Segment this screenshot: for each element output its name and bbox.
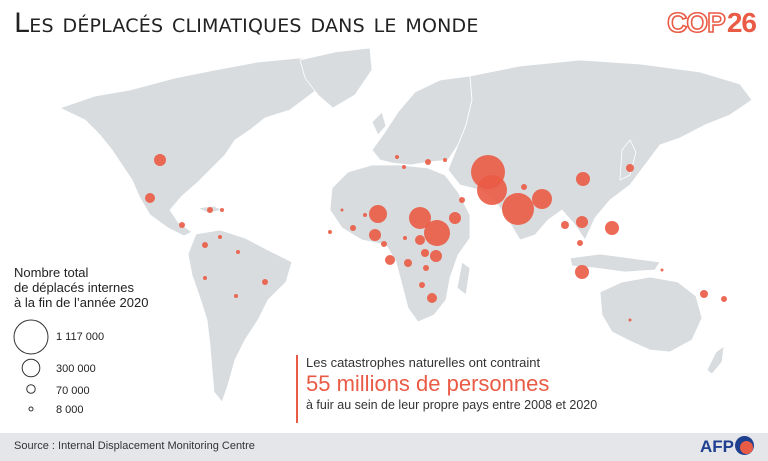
australia	[599, 276, 703, 353]
displacement-bubble	[145, 193, 155, 203]
legend-circle	[13, 319, 49, 355]
displacement-bubble	[576, 216, 588, 228]
north-america	[58, 57, 331, 237]
displacement-bubble	[576, 172, 590, 186]
displacement-bubble	[404, 259, 412, 267]
displacement-bubble	[721, 296, 727, 302]
japan	[619, 139, 637, 181]
displacement-bubble	[424, 220, 450, 246]
legend-title-line: Nombre total	[14, 265, 89, 280]
displacement-bubble	[340, 208, 344, 212]
legend-circles	[13, 319, 49, 412]
displacement-bubble	[626, 164, 634, 172]
afp-text: AFP	[700, 437, 734, 456]
world-map	[13, 47, 753, 412]
madagascar	[456, 261, 471, 296]
afp-dot-icon	[735, 436, 754, 455]
displacement-bubble	[328, 230, 332, 234]
new-zealand	[706, 345, 725, 375]
displacement-bubble	[443, 158, 447, 162]
displacement-bubble	[477, 175, 507, 205]
source-credit: Source : Internal Displacement Monitorin…	[14, 440, 255, 452]
callout-detail: à fuir au sein de leur propre pays entre…	[306, 398, 598, 412]
land-masses	[58, 47, 753, 403]
displacement-bubble	[532, 189, 552, 209]
displacement-bubble	[459, 197, 465, 203]
displacement-bubble	[561, 221, 569, 229]
displacement-bubble	[577, 240, 583, 246]
displacement-bubble	[220, 208, 224, 212]
legend-label: 8 000	[56, 404, 84, 416]
displacement-bubble	[419, 282, 425, 288]
british-isles	[371, 111, 387, 136]
displacement-bubble	[154, 154, 166, 166]
displacement-bubble	[236, 250, 240, 254]
south-america	[187, 229, 293, 403]
page-title: Les déplacés climatiques dans le monde	[14, 8, 479, 39]
legend-title-line: à la fin de l’année 2020	[14, 295, 149, 310]
greenland	[299, 47, 373, 109]
displacement-bubble	[203, 276, 207, 280]
cop26-logo: COP26	[666, 6, 757, 39]
displacement-bubble	[403, 236, 407, 240]
afp-logo: AFP	[700, 436, 754, 457]
displacement-bubble	[700, 290, 708, 298]
displacement-bubble	[179, 222, 185, 228]
displacement-bubble	[628, 318, 632, 322]
legend-title: Nombre total de déplacés internes à la f…	[14, 265, 204, 310]
legend-circle	[28, 406, 34, 412]
displacement-bubble	[521, 184, 527, 190]
displacement-bubble	[575, 265, 589, 279]
displacement-bubble	[449, 212, 461, 224]
legend-label: 1 117 000	[56, 331, 105, 343]
asia	[447, 59, 753, 241]
legend-circle	[21, 358, 41, 378]
displacement-bubble	[415, 235, 425, 245]
displacement-bubble	[502, 193, 534, 225]
displacement-bubble	[605, 221, 619, 235]
callout-box: Les catastrophes naturelles ont contrain…	[296, 355, 597, 423]
legend-circle	[26, 384, 36, 394]
displacement-bubble	[350, 225, 356, 231]
displacement-bubble	[409, 207, 431, 229]
displacement-bubble	[423, 265, 429, 271]
callout-intro: Les catastrophes naturelles ont contrain…	[306, 355, 541, 370]
displacement-bubble	[425, 159, 431, 165]
displacement-bubble	[421, 249, 429, 257]
cop-letters: COP	[666, 6, 726, 39]
displacement-bubble	[430, 250, 442, 262]
displacement-bubble	[395, 155, 399, 159]
displacement-bubble	[207, 207, 213, 213]
displacement-bubble	[385, 255, 395, 265]
legend-label: 70 000	[56, 385, 90, 397]
displacement-bubble	[402, 165, 406, 169]
displacement-bubble	[381, 241, 387, 247]
displacement-bubble	[369, 205, 387, 223]
displacement-bubble	[427, 293, 437, 303]
cop-number: 26	[726, 7, 757, 38]
legend-label: 300 000	[56, 363, 96, 375]
displacement-bubble	[369, 229, 381, 241]
displacement-bubbles	[145, 154, 727, 322]
callout-highlight: 55 millions de personnes	[306, 371, 550, 396]
displacement-bubble	[234, 294, 238, 298]
displacement-bubble	[262, 279, 268, 285]
footer: Source : Internal Displacement Monitorin…	[0, 433, 768, 461]
africa	[329, 164, 471, 323]
displacement-bubble	[660, 268, 664, 272]
legend-title-line: de déplacés internes	[14, 280, 134, 295]
displacement-bubble	[363, 213, 367, 217]
displacement-bubble	[218, 235, 222, 239]
displacement-bubble	[202, 242, 208, 248]
